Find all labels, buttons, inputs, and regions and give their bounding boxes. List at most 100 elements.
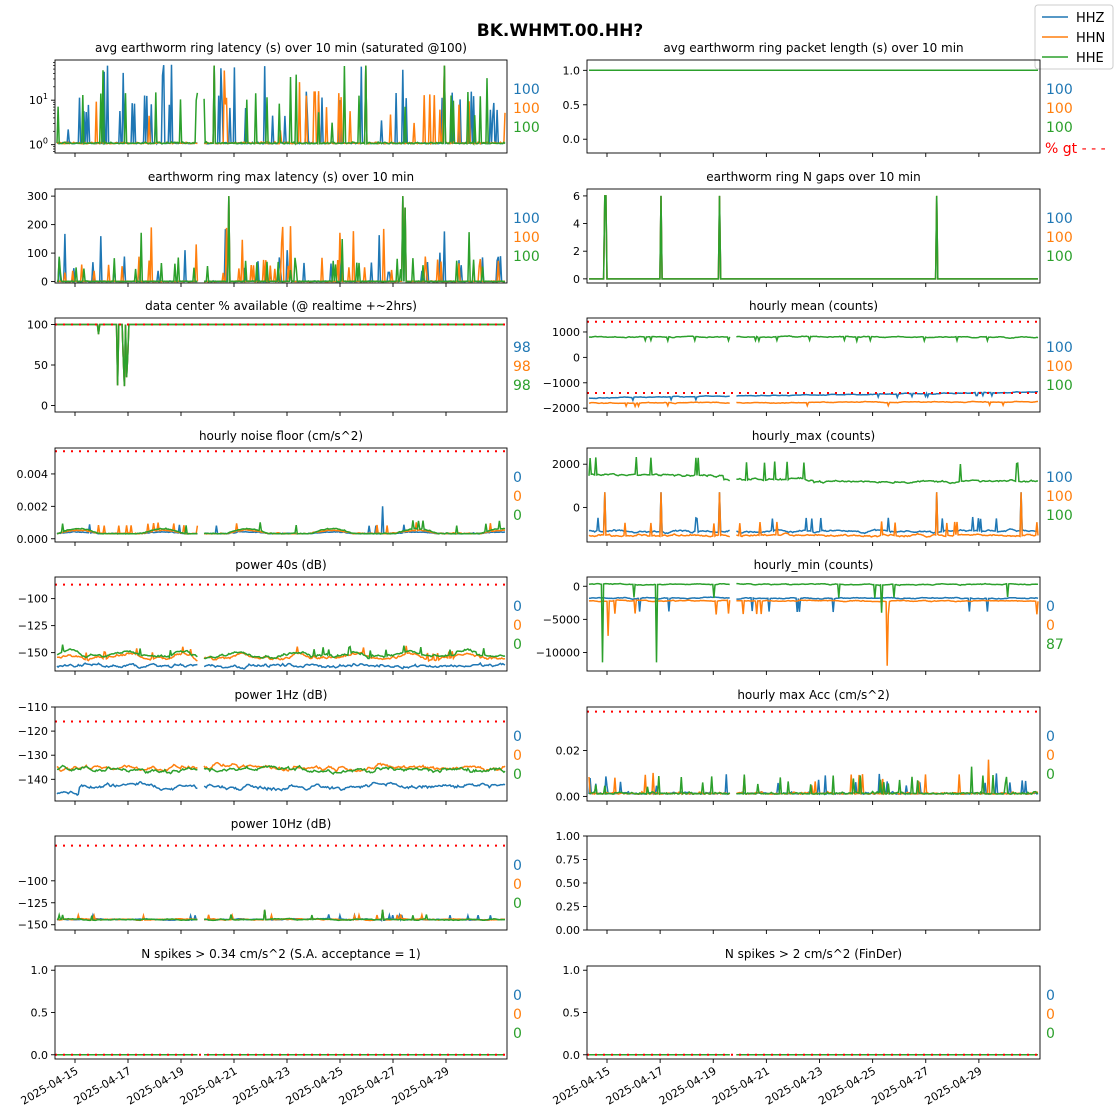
y-tick-label: 2000 <box>552 458 580 471</box>
pct-hhz: 0 <box>513 470 522 486</box>
y-tick-label: −100 <box>18 593 48 606</box>
series-line-hhz <box>56 661 506 670</box>
y-tick-label: 0.0 <box>563 1049 581 1062</box>
series-line-hhe <box>56 520 506 535</box>
pct-hhz: 0 <box>1046 729 1055 745</box>
series-line-hhn <box>588 599 1039 666</box>
pct-hhe: 0 <box>1046 767 1055 783</box>
y-tick-label: 0.25 <box>556 901 581 914</box>
pct-hhz: 0 <box>1046 599 1055 615</box>
panel-title: hourly noise floor (cm/s^2) <box>199 429 363 443</box>
y-tick-label: 0.00 <box>556 790 581 803</box>
y-tick-label: −1000 <box>543 377 580 390</box>
plot-frame <box>586 447 1041 543</box>
chart-panel-1: avg earthworm ring latency (s) over 10 m… <box>29 41 540 157</box>
series-line-hhn <box>588 400 1038 409</box>
pct-hhn: 100 <box>513 101 540 117</box>
series-line-hhe <box>57 909 506 922</box>
series-line-hhe <box>56 196 506 283</box>
pct-hhz: 0 <box>513 858 522 874</box>
y-tick-label: −125 <box>18 620 48 633</box>
y-tick-label: 1.0 <box>31 964 49 977</box>
chart-panel-12: hourly max Acc (cm/s^2) 0.00 0.02 0 0 0 <box>556 688 1055 805</box>
series-line-hhe <box>588 582 1038 663</box>
panel-title: hourly_max (counts) <box>752 429 875 443</box>
y-tick-label: −5000 <box>543 613 580 626</box>
pct-hhe: 87 <box>1046 637 1064 653</box>
y-tick-label: 2 <box>573 245 580 258</box>
series-line-hhe <box>588 335 1039 344</box>
gt-label: % gt - - - <box>1045 141 1106 157</box>
panel-title: hourly_min (counts) <box>754 558 874 572</box>
y-tick-label: 0.50 <box>556 877 581 890</box>
pct-hhe: 100 <box>513 120 540 136</box>
y-tick-label: 0.002 <box>17 500 49 513</box>
y-tick-label: −120 <box>18 725 48 738</box>
chart-panel-13: power 10Hz (dB) −150 −125 −100 0 0 0 <box>18 817 522 934</box>
series-line-hhe <box>56 764 506 776</box>
panel-title: power 1Hz (dB) <box>235 688 328 702</box>
y-tick-label: 200 <box>27 219 48 232</box>
panel-title: earthworm ring max latency (s) over 10 m… <box>148 170 414 184</box>
pct-hhn: 100 <box>1046 359 1073 375</box>
y-tick-label: 50 <box>34 359 48 372</box>
pct-hhn: 100 <box>1046 489 1073 505</box>
pct-hhn: 0 <box>1046 1007 1055 1023</box>
y-tick-label: 1.00 <box>556 830 581 843</box>
figure-title: BK.WHMT.00.HH? <box>477 21 643 41</box>
y-tick-label: 0.5 <box>31 1007 49 1020</box>
y-tick-label: 0.00 <box>556 924 581 937</box>
y-tick-label-exp: 1 <box>43 92 48 101</box>
pct-hhe: 0 <box>1046 1026 1055 1042</box>
y-tick-label: 0 <box>41 400 48 413</box>
y-tick-label: 6 <box>573 190 580 203</box>
panel-title: hourly mean (counts) <box>749 299 878 313</box>
y-tick-label: 100 <box>27 318 48 331</box>
pct-hhn: 100 <box>513 230 540 246</box>
chart-panel-6: hourly mean (counts) −2000 −1000 0 1000 100 10… <box>543 299 1073 416</box>
pct-hhz: 100 <box>1046 340 1073 356</box>
pct-hhn: 0 <box>513 1007 522 1023</box>
pct-hhe: 100 <box>1046 249 1073 265</box>
y-tick-label: 100 <box>27 247 48 260</box>
panel-title: power 10Hz (dB) <box>231 817 332 831</box>
panel-title: N spikes > 0.34 cm/s^2 (S.A. acceptance … <box>141 947 420 961</box>
y-tick-label: 0 <box>573 273 580 286</box>
y-tick-label: 100 <box>29 137 48 152</box>
y-tick-label: −150 <box>18 647 48 660</box>
chart-panel-4: earthworm ring N gaps over 10 min 0 2 4 6 100… <box>573 170 1073 287</box>
y-tick-label: 0.5 <box>563 99 581 112</box>
y-tick-label: −10000 <box>536 646 580 659</box>
legend-label-hhe: HHE <box>1076 51 1104 66</box>
y-tick-label-base: 10 <box>29 94 43 107</box>
y-tick-label: 300 <box>27 190 48 203</box>
pct-hhe: 100 <box>513 249 540 265</box>
y-tick-label: 0.000 <box>17 533 49 546</box>
y-tick-label: 1.0 <box>563 64 581 77</box>
panel-title: avg earthworm ring packet length (s) ove… <box>663 41 963 55</box>
y-tick-label: −140 <box>18 773 48 786</box>
y-tick-label: −100 <box>18 875 48 888</box>
pct-hhz: 0 <box>513 599 522 615</box>
legend-label-hhz: HHZ <box>1076 11 1105 26</box>
chart-panel-14: 0.00 0.25 0.50 0.75 1.00 <box>556 830 1041 937</box>
y-tick-label: 0.5 <box>563 1007 581 1020</box>
y-tick-label-base: 10 <box>29 139 43 152</box>
pct-hhn: 98 <box>513 359 531 375</box>
pct-hhe: 0 <box>513 508 522 524</box>
plot-frame <box>586 188 1041 284</box>
chart-panel-10: hourly_min (counts) −10000 −5000 0 0 0 87 <box>536 558 1064 675</box>
y-tick-label: 0 <box>573 501 580 514</box>
plot-frame <box>54 59 508 154</box>
panel-title: N spikes > 2 cm/s^2 (FinDer) <box>725 947 902 961</box>
pct-hhn: 0 <box>1046 618 1055 634</box>
panel-title: earthworm ring N gaps over 10 min <box>706 170 920 184</box>
panel-title: data center % available (@ realtime +~2h… <box>145 299 417 313</box>
y-tick-label: −2000 <box>543 402 580 415</box>
y-tick-label: −125 <box>18 897 48 910</box>
series-line-hhe <box>56 65 506 146</box>
chart-panel-8: hourly_max (counts) 0 2000 100 100 100 <box>552 429 1073 546</box>
chart-panel-2: avg earthworm ring packet length (s) ove… <box>563 41 1106 157</box>
plot-frame <box>54 576 508 672</box>
